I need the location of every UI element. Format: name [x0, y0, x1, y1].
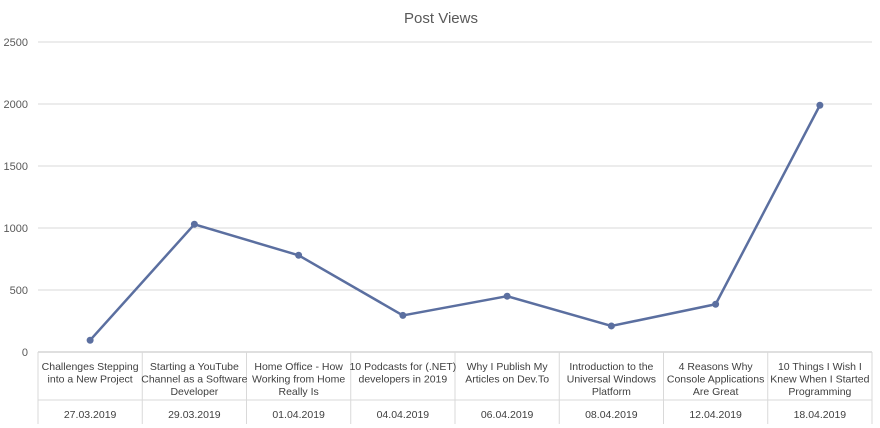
data-point: [816, 101, 824, 109]
y-tick-label: 2000: [4, 99, 28, 111]
y-tick-label: 1500: [4, 161, 28, 173]
category-label: 4 Reasons Why: [679, 361, 754, 373]
data-point: [86, 336, 94, 344]
category-label: Programming: [788, 386, 851, 398]
category-label: Why I Publish My: [467, 361, 549, 373]
category-date: 27.03.2019: [64, 409, 117, 421]
category-label: Articles on Dev.To: [465, 374, 549, 386]
y-tick-label: 0: [22, 347, 28, 359]
category-date: 12.04.2019: [689, 409, 742, 421]
category-label: Universal Windows: [567, 374, 656, 386]
category-label: Platform: [592, 386, 631, 398]
category-date: 04.04.2019: [377, 409, 430, 421]
category-label: 10 Things I Wish I: [778, 361, 862, 373]
category-label: 10 Podcasts for (.NET): [349, 361, 456, 373]
data-point: [190, 220, 198, 228]
category-label: Home Office - How: [254, 361, 343, 373]
category-label: Working from Home: [252, 374, 345, 386]
gridlines: [38, 41, 872, 291]
series-layer: [86, 101, 824, 344]
category-date: 08.04.2019: [585, 409, 638, 421]
category-label: Introduction to the: [569, 361, 653, 373]
category-label: Knew When I Started: [770, 374, 869, 386]
category-date: 06.04.2019: [481, 409, 534, 421]
category-label: Starting a YouTube: [150, 361, 239, 373]
category-label: Console Applications: [667, 374, 764, 386]
category-label: into a New Project: [48, 374, 133, 386]
category-label: Are Great: [693, 386, 739, 398]
y-tick-label: 2500: [4, 37, 28, 49]
data-point: [295, 251, 303, 259]
data-point: [399, 311, 407, 319]
category-date: 29.03.2019: [168, 409, 221, 421]
category-label: developers in 2019: [359, 374, 448, 386]
category-date: 01.04.2019: [272, 409, 325, 421]
data-point: [503, 292, 511, 300]
category-label: Challenges Stepping: [42, 361, 139, 373]
y-tick-label: 500: [10, 285, 28, 297]
data-point: [607, 322, 615, 330]
y-axis-ticks: 0 500 1000 1500 2000 2500: [4, 37, 28, 359]
data-point: [712, 300, 720, 308]
category-label: Developer: [170, 386, 218, 398]
category-label: Really Is: [278, 386, 318, 398]
category-date: 18.04.2019: [794, 409, 847, 421]
y-tick-label: 1000: [4, 223, 28, 235]
chart-title: Post Views: [404, 10, 478, 27]
series-line: [89, 104, 821, 342]
category-label: Channel as a Software: [141, 374, 247, 386]
